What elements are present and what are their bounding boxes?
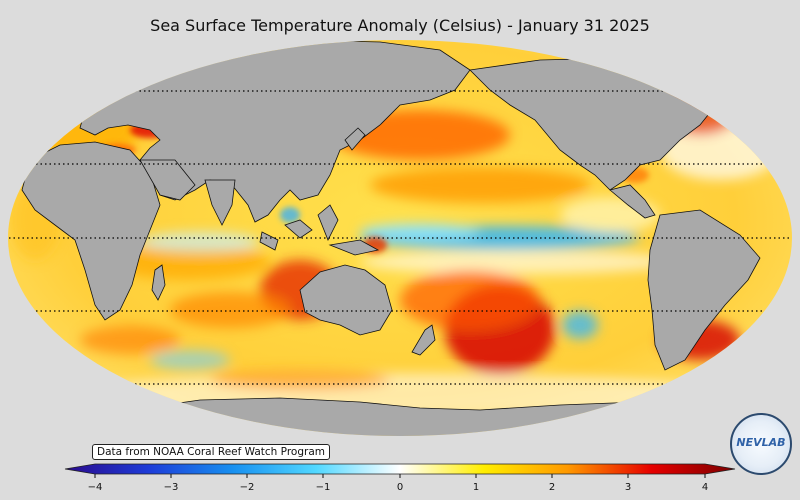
ocean-anomaly-field [8,40,792,436]
colorbar-tick: −2 [239,482,255,493]
colorbar [64,463,736,478]
colorbar-tick: 1 [472,482,480,493]
logo-text: NEVLAB [736,436,786,449]
colorbar-tick: 0 [396,482,404,493]
colorbar-tick: −1 [315,482,331,493]
colorbar-tick: −3 [163,482,179,493]
colorbar-tick: −4 [87,482,103,493]
map-title: Sea Surface Temperature Anomaly (Celsius… [150,16,650,35]
colorbar-tick: 2 [548,482,556,493]
nevlab-globe-logo-icon: NEVLAB [730,413,792,475]
data-attribution: Data from NOAA Coral Reef Watch Program [92,444,330,460]
colorbar-ticks: −4 −3 −2 −1 0 1 2 3 4 [0,482,800,496]
colorbar-tick: 4 [701,482,709,493]
colorbar-tick: 3 [624,482,632,493]
